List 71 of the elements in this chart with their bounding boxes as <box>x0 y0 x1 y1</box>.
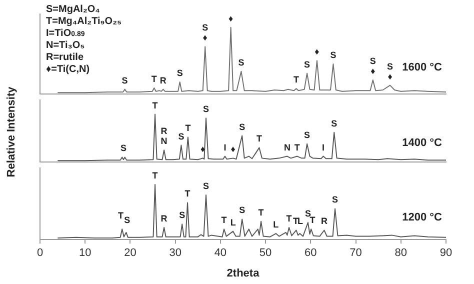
x-tick-label: 90 <box>440 247 452 260</box>
annotation: ♦ <box>370 66 376 76</box>
annotation: S <box>370 56 376 66</box>
annotation: T <box>221 215 228 226</box>
x-tick-label: 50 <box>259 247 272 260</box>
annotation: T <box>310 215 316 226</box>
annotation: S <box>124 215 130 226</box>
annotation: R <box>160 75 167 86</box>
text: T=Mg₄Al₂Ti₉O₂₅ <box>46 16 122 27</box>
x-tick-label: 30 <box>169 247 182 260</box>
annotation: T <box>152 170 158 181</box>
annotation: S <box>238 57 244 68</box>
annotation: I <box>224 142 226 152</box>
y-axis-title: Relative Intensity <box>6 86 18 178</box>
annotation: S <box>122 75 128 86</box>
annotation: ♦ <box>388 71 393 82</box>
annotation: S <box>387 61 394 72</box>
annotation: ♦ <box>314 46 320 57</box>
x-tick-label: 10 <box>78 247 92 260</box>
annotation: L <box>298 216 304 226</box>
x-axis-title: 2theta <box>226 267 260 280</box>
annotation: ♦ <box>230 144 236 154</box>
annotation: T <box>185 123 192 134</box>
annotation: S <box>202 22 208 33</box>
annotation: S <box>304 208 311 219</box>
annotation: T <box>152 100 158 110</box>
annotation: ♦=Ti(C,N) <box>46 64 90 75</box>
annotation: S <box>178 131 184 142</box>
annotation: L <box>273 220 280 230</box>
annotation: R=rutile <box>46 52 84 63</box>
annotation: S <box>330 50 336 60</box>
x-tick-label: 60 <box>304 247 317 260</box>
annotation: S <box>304 130 310 140</box>
x-tick-label: 40 <box>214 247 227 260</box>
x-tick-label: 20 <box>124 247 136 260</box>
annotation: S <box>304 59 310 70</box>
annotation: T <box>293 216 300 226</box>
annotation: T <box>118 210 124 221</box>
annotation: T <box>286 213 292 224</box>
annotation: T <box>258 207 264 218</box>
annotation: I <box>322 142 325 152</box>
annotation: T <box>151 74 158 84</box>
annotation: S <box>179 210 186 220</box>
annotation: T <box>184 188 191 199</box>
annotation: S <box>176 68 183 78</box>
series-label: 1200 °C <box>402 212 442 224</box>
series-label: 1600 °C <box>402 61 442 74</box>
annotation: ♦ <box>202 32 208 43</box>
annotation: N <box>160 136 168 146</box>
annotation: ♦ <box>228 13 234 24</box>
annotation: S <box>331 118 338 128</box>
series-label: 1400 °C <box>402 136 442 149</box>
annotation: S <box>203 180 210 191</box>
annotation: N=Ti₃O₅ <box>46 40 86 51</box>
annotation: S <box>203 104 210 114</box>
annotation: S <box>239 122 246 132</box>
x-tick-label: 80 <box>394 247 408 260</box>
annotation: N <box>284 142 290 152</box>
annotation: R <box>160 213 168 224</box>
text: S=MgAl₂O₄ <box>46 4 100 15</box>
annotation: S <box>120 143 126 154</box>
annotation: T <box>256 134 262 144</box>
annotation: T <box>293 74 300 85</box>
annotation: L <box>230 217 236 228</box>
x-tick-label: 70 <box>350 247 362 260</box>
annotation: S <box>239 205 246 216</box>
annotation: R <box>320 216 328 226</box>
x-tick-label: 0 <box>36 247 44 260</box>
annotation: T <box>294 142 300 152</box>
annotation: S <box>332 194 338 205</box>
annotation: R <box>160 126 168 136</box>
